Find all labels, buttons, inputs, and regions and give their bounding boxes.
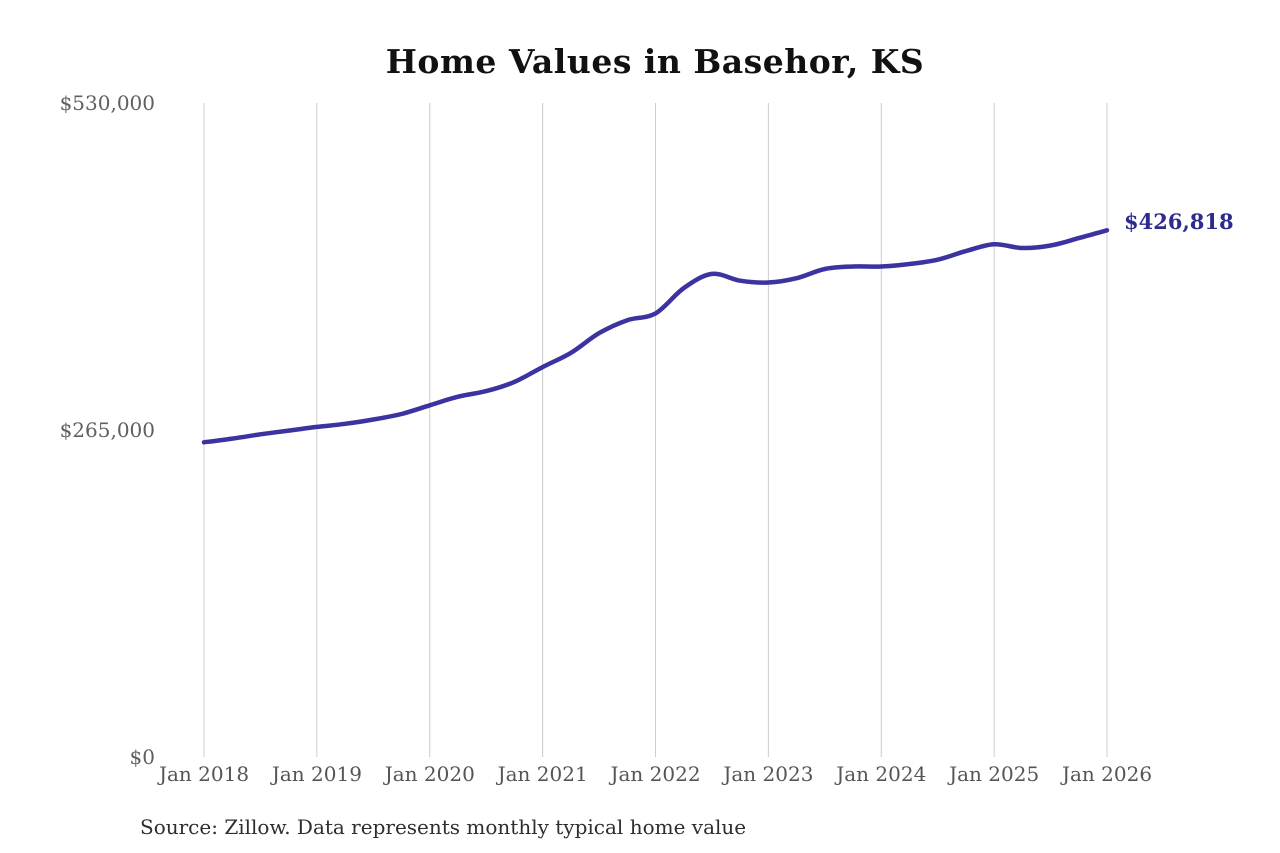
chart-title: Home Values in Basehor, KS [385,42,925,81]
x-axis-tick-label: Jan 2021 [497,762,588,786]
y-axis-tick-label: $265,000 [59,418,155,442]
x-axis-tick-label: Jan 2022 [610,762,701,786]
x-axis-tick-label: Jan 2018 [158,762,250,786]
y-axis-tick-label: $0 [129,745,155,769]
x-axis-tick-label: Jan 2020 [384,762,475,786]
source-note: Source: Zillow. Data represents monthly … [140,815,747,839]
x-axis-tick-label: Jan 2023 [723,762,814,786]
y-axis-tick-label: $530,000 [59,91,155,115]
x-axis-tick-label: Jan 2025 [949,762,1040,786]
x-axis-tick-label: Jan 2024 [836,762,927,786]
end-value-label: $426,818 [1124,209,1234,234]
x-axis-tick-label: Jan 2026 [1061,762,1153,786]
price-line [201,228,1110,445]
gridline-group [203,103,1108,757]
x-axis-tick-label: Jan 2019 [271,762,362,786]
